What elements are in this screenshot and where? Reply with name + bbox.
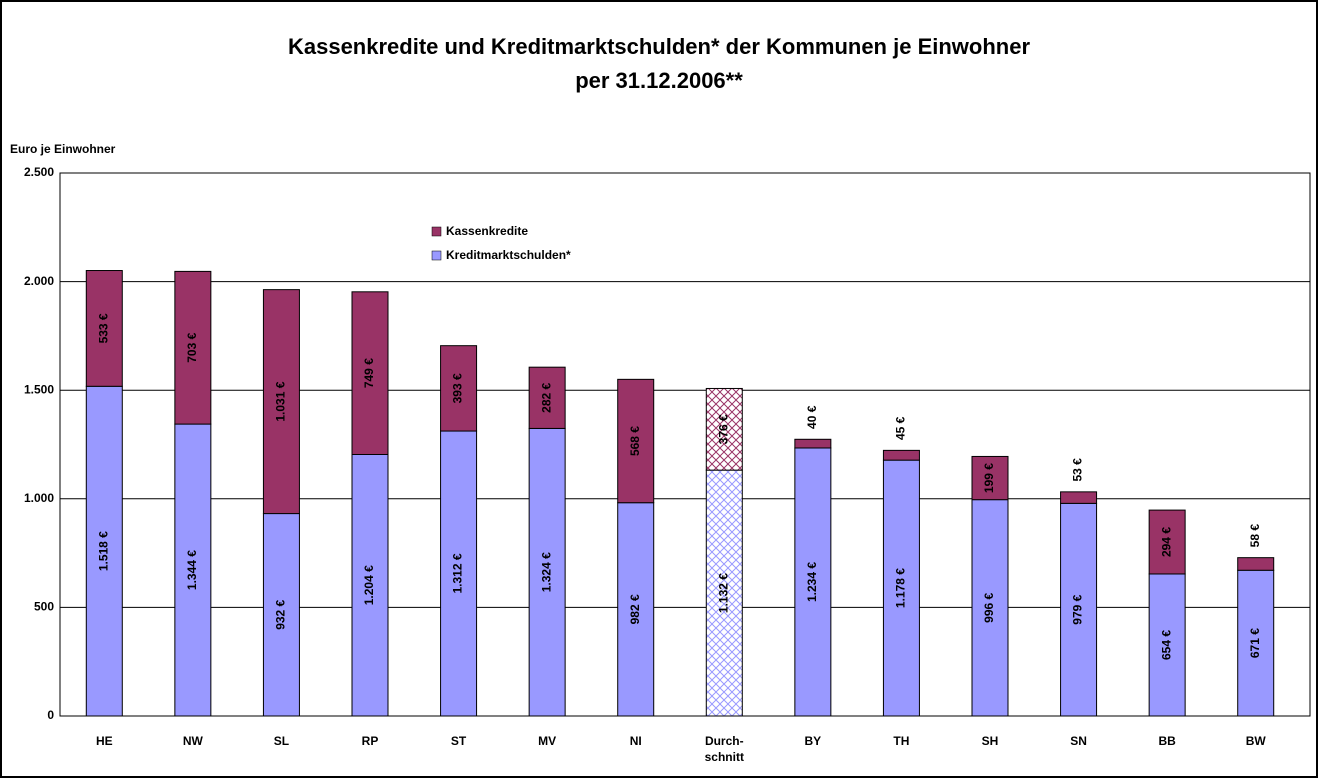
x-tick-label: ST xyxy=(451,734,467,748)
value-label: 282 € xyxy=(539,382,553,412)
value-label: 671 € xyxy=(1248,628,1262,658)
bar-segment xyxy=(617,502,655,717)
y-tick-label: 2.500 xyxy=(24,165,54,179)
bar-segment xyxy=(1237,569,1275,717)
legend-swatch xyxy=(431,226,442,237)
bar-segment xyxy=(351,291,389,455)
x-tick-label: BB xyxy=(1158,734,1176,748)
value-label: 1.178 € xyxy=(894,568,908,608)
value-label: 533 € xyxy=(96,313,110,343)
value-label: 393 € xyxy=(451,373,465,403)
bar-segment xyxy=(971,499,1009,717)
x-tick-label-line: schnitt xyxy=(705,750,744,764)
value-label: 199 € xyxy=(982,463,996,493)
value-label: 932 € xyxy=(274,599,288,629)
chart-subtitle: per 31.12.2006** xyxy=(575,68,743,93)
value-label: 1.518 € xyxy=(96,531,110,571)
value-label: 40 € xyxy=(805,405,819,429)
legend-label: Kassenkredite xyxy=(446,224,528,238)
value-label: 1.344 € xyxy=(185,550,199,590)
y-tick-label: 2.000 xyxy=(24,274,54,288)
x-tick-label-line: Durch- xyxy=(705,734,744,748)
value-label: 1.031 € xyxy=(274,381,288,421)
bar-segment xyxy=(705,469,743,717)
x-tick-label: SL xyxy=(274,734,289,748)
bar-segment xyxy=(971,455,1009,501)
legend-swatch xyxy=(431,250,442,261)
value-label: 58 € xyxy=(1248,524,1262,548)
bar-segment xyxy=(1148,573,1186,717)
bar-segment xyxy=(351,453,389,717)
bar-segment xyxy=(174,423,212,717)
x-tick-label: TH xyxy=(893,734,909,748)
bar-segment xyxy=(262,513,300,717)
bar-segment xyxy=(262,289,300,515)
value-label: 53 € xyxy=(1071,458,1085,482)
y-tick-label: 0 xyxy=(47,708,54,722)
value-label: 996 € xyxy=(982,592,996,622)
value-label: 1.132 € xyxy=(716,573,730,613)
chart-title: Kassenkredite und Kreditmarktschulden* d… xyxy=(288,34,1030,59)
value-label: 1.324 € xyxy=(539,552,553,592)
value-label: 982 € xyxy=(628,594,642,624)
x-tick-label: NW xyxy=(183,734,204,748)
value-label: 1.234 € xyxy=(805,562,819,602)
legend-label: Kreditmarktschulden* xyxy=(446,248,571,262)
y-tick-label: 1.500 xyxy=(24,382,54,396)
x-tick-label: BY xyxy=(805,734,822,748)
bar-segment xyxy=(440,430,478,717)
bar-segment xyxy=(440,345,478,432)
value-label: 654 € xyxy=(1159,630,1173,660)
value-label: 703 € xyxy=(185,332,199,362)
bar-segment xyxy=(882,449,920,461)
value-label: 1.312 € xyxy=(451,553,465,593)
bar-segment xyxy=(1148,509,1186,575)
bar-segment xyxy=(1060,502,1098,717)
value-label: 979 € xyxy=(1071,594,1085,624)
bar-segment xyxy=(794,447,832,717)
bar-segment xyxy=(617,378,655,504)
x-tick-label: Durch-schnitt xyxy=(705,734,744,764)
y-axis-label: Euro je Einwohner xyxy=(10,142,116,156)
bar-segment xyxy=(1237,557,1275,571)
bar-segment xyxy=(85,270,123,387)
x-tick-label: RP xyxy=(362,734,379,748)
bar-segment xyxy=(882,459,920,717)
value-label: 294 € xyxy=(1159,527,1173,557)
bar-segment xyxy=(528,427,566,717)
y-tick-label: 500 xyxy=(34,600,54,614)
x-tick-label: HE xyxy=(96,734,113,748)
value-label: 1.204 € xyxy=(362,565,376,605)
value-label: 749 € xyxy=(362,358,376,388)
value-label: 376 € xyxy=(716,414,730,444)
bar-segment xyxy=(85,385,123,717)
value-label: 568 € xyxy=(628,426,642,456)
bar-segment xyxy=(528,366,566,429)
x-tick-label: SH xyxy=(982,734,999,748)
y-tick-label: 1.000 xyxy=(24,491,54,505)
x-tick-label: NI xyxy=(630,734,642,748)
x-tick-label: BW xyxy=(1246,734,1267,748)
value-label: 45 € xyxy=(894,416,908,440)
x-tick-label: SN xyxy=(1070,734,1087,748)
bar-segment xyxy=(1060,491,1098,504)
x-tick-label: MV xyxy=(538,734,556,748)
bar-segment xyxy=(174,270,212,425)
bar-segment xyxy=(794,438,832,449)
bar-segment xyxy=(705,387,743,471)
